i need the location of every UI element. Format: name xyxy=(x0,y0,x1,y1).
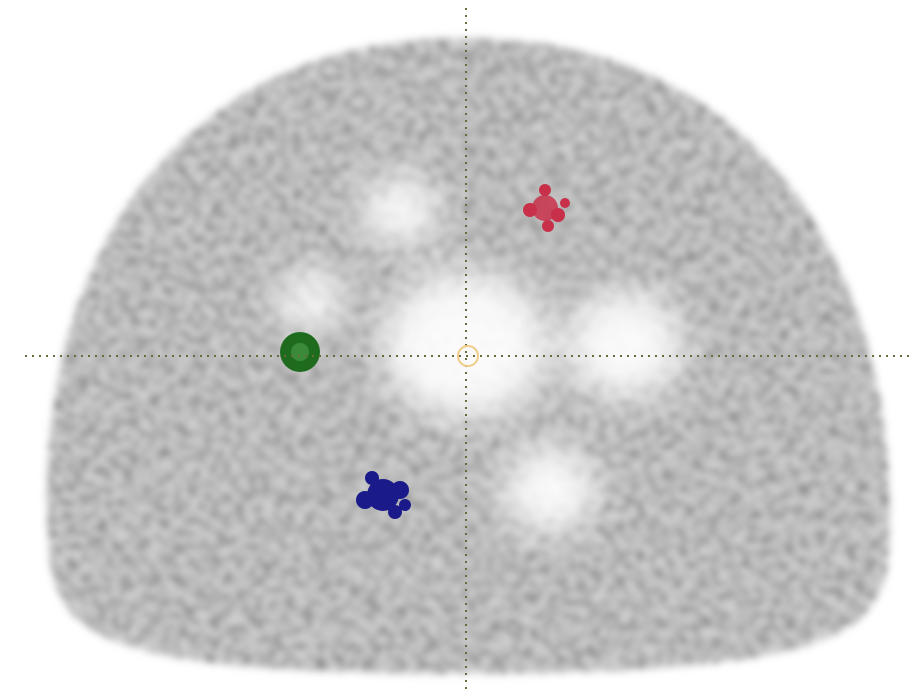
roi-green xyxy=(280,332,320,372)
roi-blob xyxy=(399,499,411,511)
cold-spot xyxy=(275,270,345,330)
cold-spot xyxy=(502,445,598,535)
roi-blob xyxy=(523,203,537,217)
roi-blob xyxy=(542,220,554,232)
cold-spot xyxy=(565,290,685,400)
page xyxy=(0,0,913,698)
cold-spot xyxy=(360,175,440,245)
roi-blob xyxy=(551,208,565,222)
roi-blob xyxy=(356,491,374,509)
roi-blob xyxy=(391,481,409,499)
roi-blob xyxy=(560,198,570,208)
roi-blob xyxy=(539,184,551,196)
scan-view xyxy=(0,0,913,698)
roi-blob xyxy=(291,343,309,361)
roi-blob xyxy=(365,471,379,485)
